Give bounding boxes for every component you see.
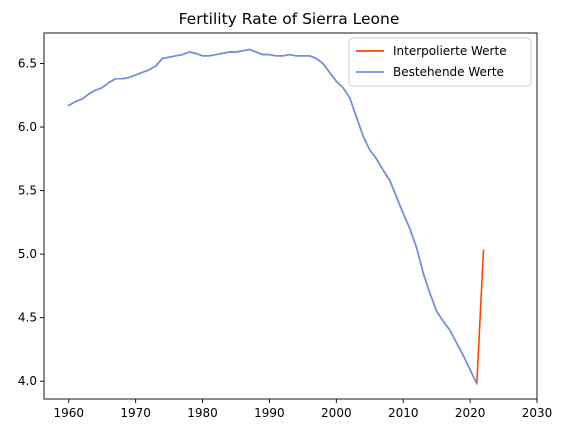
legend: Interpolierte Werte Bestehende Werte [348, 37, 532, 87]
axes-frame [43, 32, 538, 400]
x-tick-label: 1990 [254, 406, 285, 420]
chart-title: Fertility Rate of Sierra Leone [179, 10, 400, 28]
series-line-2 [67, 48, 478, 385]
x-tick-label: 1980 [187, 406, 218, 420]
axes: 1960 1970 1980 1990 2000 2010 2020 2030 4.0 4.5 5.… [18, 32, 553, 420]
y-tick-label: 6.5 [18, 57, 37, 71]
x-tick-label: 2020 [455, 406, 486, 420]
legend-label-2: Bestehende Werte [393, 65, 504, 79]
y-tick-label: 6.0 [18, 120, 37, 134]
legend-box [348, 37, 532, 87]
x-tick-label: 2030 [522, 406, 553, 420]
y-tick-label: 5.5 [18, 184, 37, 198]
plot-area [67, 48, 485, 385]
x-tick-label: 2010 [388, 406, 419, 420]
y-tick-label: 4.5 [18, 311, 37, 325]
x-tick-label: 1970 [120, 406, 151, 420]
legend-label-1: Interpolierte Werte [393, 44, 507, 58]
x-tick-label: 2000 [321, 406, 352, 420]
y-tick-label: 5.0 [18, 247, 37, 261]
x-tick-label: 1960 [53, 406, 84, 420]
y-tick-label: 4.0 [18, 374, 37, 388]
